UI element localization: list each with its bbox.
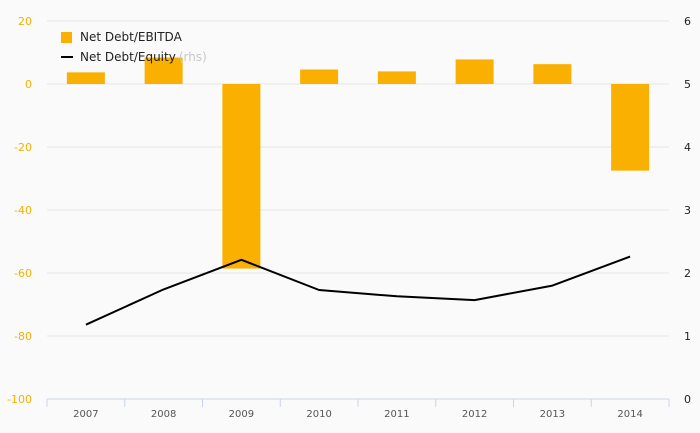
legend: Net Debt/EBITDA Net Debt/Equity (rhs) (61, 27, 207, 67)
y-right-tick-label-3: 3 (684, 204, 691, 217)
x-tick-label-2011: 2011 (384, 409, 409, 420)
y-right-tick-label-1: 5 (684, 78, 691, 91)
legend-line-label: Net Debt/Equity (80, 50, 176, 64)
bar-2011 (377, 71, 416, 84)
bar-2013 (533, 64, 572, 84)
legend-item-bar[interactable]: Net Debt/EBITDA (61, 27, 207, 47)
y-right-tick-label-0: 6 (684, 15, 691, 28)
y-left-tick-label-1: 0 (25, 78, 32, 91)
x-tick-label-2012: 2012 (462, 409, 487, 420)
y-left-tick-label-5: -80 (14, 330, 32, 343)
legend-item-line[interactable]: Net Debt/Equity (rhs) (61, 47, 207, 67)
bar-2007 (66, 72, 105, 84)
line-net-debt-equity (85, 255, 631, 326)
x-tick-label-2008: 2008 (151, 409, 176, 420)
y-right-tick-label-2: 4 (684, 141, 691, 154)
y-right-tick-label-4: 2 (684, 267, 691, 280)
y-left-tick-label-2: -20 (14, 141, 32, 154)
legend-bar-swatch (61, 31, 72, 43)
bar-2009 (222, 84, 261, 269)
y-right-tick-label-6: 0 (684, 393, 691, 406)
legend-line-swatch (61, 56, 73, 58)
legend-line-suffix: (rhs) (178, 50, 207, 64)
bar-2010 (300, 69, 339, 84)
y-left-tick-label-4: -60 (14, 267, 32, 280)
bar-2008 (144, 57, 183, 84)
y-left-tick-label-3: -40 (14, 204, 32, 217)
y-left-tick-label-6: -100 (7, 393, 32, 406)
x-tick-label-2009: 2009 (229, 409, 254, 420)
x-tick-label-2014: 2014 (617, 409, 642, 420)
x-tick-label-2013: 2013 (540, 409, 565, 420)
bar-2014 (611, 84, 650, 171)
x-tick-label-2010: 2010 (306, 409, 331, 420)
y-left-tick-label-0: 20 (18, 15, 32, 28)
bar-2012 (455, 59, 494, 84)
legend-bar-label: Net Debt/EBITDA (80, 30, 182, 44)
y-right-tick-label-5: 1 (684, 330, 691, 343)
x-tick-label-2007: 2007 (73, 409, 98, 420)
